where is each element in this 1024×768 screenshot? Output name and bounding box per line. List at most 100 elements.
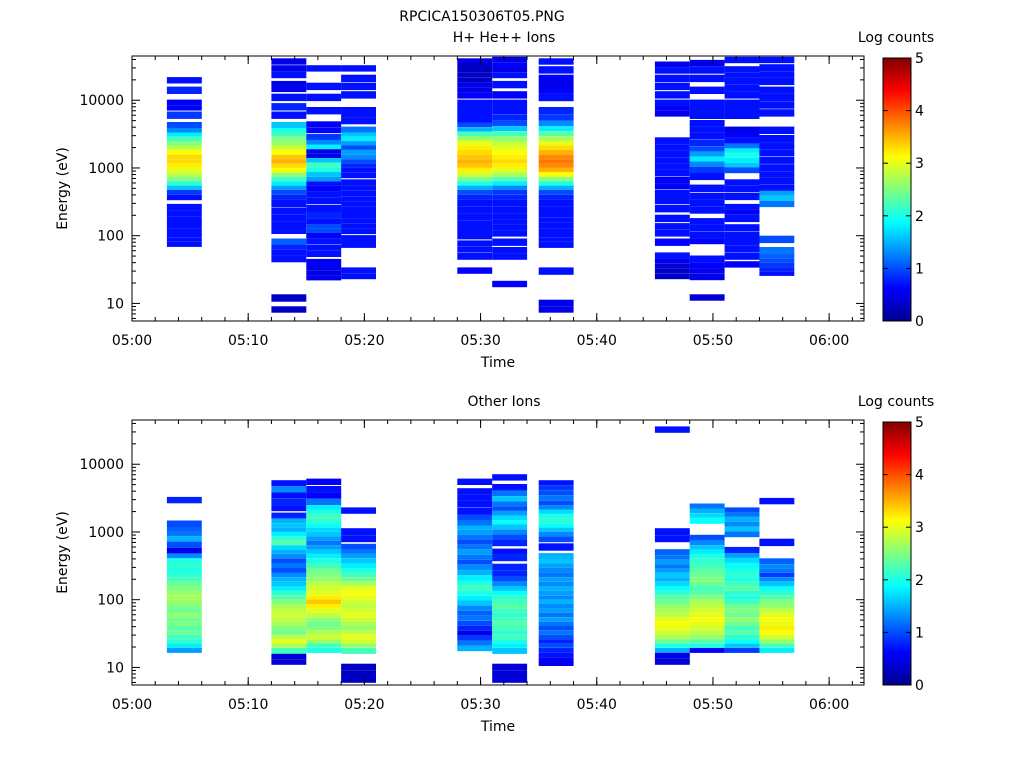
spectrogram-cell: [457, 122, 493, 128]
spectrogram-cell: [306, 212, 342, 219]
spectrogram-cell: [166, 176, 202, 182]
x-tick-label: 05:30: [460, 697, 500, 713]
spectrogram-cell: [492, 570, 528, 577]
spectrogram-cell: [341, 535, 376, 543]
spectrogram-cell: [654, 572, 690, 578]
colorbar-tick-label: 2: [915, 573, 924, 589]
spectrogram-cell: [341, 626, 376, 631]
spectrogram-cell: [271, 255, 307, 263]
spectrogram-cell: [457, 82, 493, 88]
spectrogram-cell: [341, 599, 376, 604]
panel-1: 05:00 05:10 05:20 05:30 05:40 05:50 06:00 Time 1…: [55, 30, 934, 371]
spectrogram-cell: [492, 626, 528, 631]
spectrogram-cell: [306, 549, 342, 554]
spectrogram-cell: [341, 612, 376, 618]
spectrogram-cell: [689, 273, 725, 281]
spectrogram-cell: [538, 480, 574, 486]
spectrogram-cell: [538, 58, 574, 65]
spectrogram-cell: [341, 145, 376, 150]
spectrogram-cell: [759, 200, 795, 208]
spectrogram-cell: [271, 659, 307, 665]
spectrogram-cell: [689, 586, 725, 591]
spectrogram-cell: [759, 621, 795, 626]
spectrogram-cell: [306, 527, 342, 532]
spectrogram-cell: [457, 645, 493, 652]
spectrogram-cell: [538, 639, 574, 644]
spectrogram-cell: [457, 181, 493, 186]
colorbar-tick-label: 2: [915, 209, 924, 225]
spectrogram-cell: [306, 634, 342, 640]
spectrogram-cell: [759, 612, 795, 618]
spectrogram-cell: [166, 621, 202, 626]
spectrogram-cell: [271, 572, 307, 578]
spectrogram-cell: [724, 568, 760, 573]
spectrogram-cell: [492, 599, 528, 604]
x-tick-label: 05:50: [693, 697, 733, 713]
spectrogram-cell: [306, 505, 342, 510]
spectrogram-cells: [166, 426, 795, 683]
panel-2: 05:00 05:10 05:20 05:30 05:40 05:50 06:00 Time 1…: [55, 394, 934, 735]
x-tick-label: 05:30: [460, 333, 500, 349]
spectrogram-cell: [759, 568, 795, 573]
spectrogram-cell: [306, 265, 342, 271]
spectrogram-cell: [492, 253, 528, 260]
spectrogram-cell: [271, 595, 307, 600]
spectrogram-cell: [724, 91, 760, 99]
spectrogram-cell: [166, 136, 202, 142]
spectrogram-cell: [724, 152, 760, 158]
spectrogram-cell: [654, 137, 690, 145]
spectrogram-cell: [271, 167, 307, 173]
spectrogram-cell: [457, 189, 493, 195]
spectrogram-cell: [271, 643, 307, 648]
spectrogram-cell: [166, 141, 202, 146]
spectrogram-cell: [492, 563, 528, 571]
spectrogram-cell: [689, 99, 725, 107]
spectrogram-cell: [166, 547, 202, 554]
spectrogram-cell: [689, 643, 725, 648]
spectrogram-cell: [271, 128, 307, 133]
spectrogram-cell: [759, 590, 795, 596]
y-tick-label: 10: [106, 296, 124, 312]
spectrogram-cell: [306, 82, 342, 91]
spectrogram-cell: [759, 572, 795, 578]
spectrogram-cell: [492, 145, 528, 150]
spectrogram-cell: [538, 568, 574, 573]
spectrogram-cell: [341, 617, 376, 622]
spectrogram-cell: [306, 250, 342, 257]
spectrogram-cell: [538, 559, 574, 564]
spectrogram-cell: [492, 185, 528, 190]
spectrogram-cell: [341, 179, 376, 186]
spectrogram-cell: [271, 132, 307, 137]
spectrogram-cell: [759, 262, 795, 267]
spectrogram-cell: [271, 194, 307, 200]
spectrogram-cell: [166, 194, 202, 201]
spectrogram-cell: [271, 185, 307, 190]
spectrogram-cell: [538, 495, 574, 501]
spectrogram-cell: [538, 185, 574, 190]
spectrogram-cell: [306, 536, 342, 541]
spectrogram-cell: [166, 581, 202, 587]
spectrogram-cell: [492, 630, 528, 635]
spectrogram-cell: [341, 190, 376, 197]
spectrogram-cell: [689, 647, 725, 653]
spectrogram-cell: [492, 238, 528, 246]
spectrogram-cell: [724, 66, 760, 73]
spectrogram-cell: [689, 113, 725, 119]
spectrogram-cell: [724, 252, 760, 260]
spectrogram-cell: [166, 520, 202, 527]
spectrogram-cell: [457, 635, 493, 641]
spectrogram-cell: [306, 191, 342, 198]
spectrogram-cell: [492, 496, 528, 502]
spectrogram-cell: [341, 74, 376, 83]
spectrogram-cell: [759, 156, 795, 164]
spectrogram-cell: [341, 223, 376, 228]
spectrogram-cell: [759, 626, 795, 631]
spectrogram-cell: [654, 74, 690, 83]
x-axis-label: Time: [480, 355, 515, 371]
spectrogram-cell: [271, 518, 307, 524]
spectrogram-cell: [689, 634, 725, 640]
spectrogram-cell: [341, 185, 376, 191]
spectrogram-cell: [306, 270, 342, 276]
spectrogram-cell: [492, 586, 528, 591]
spectrogram-cell: [654, 61, 690, 68]
